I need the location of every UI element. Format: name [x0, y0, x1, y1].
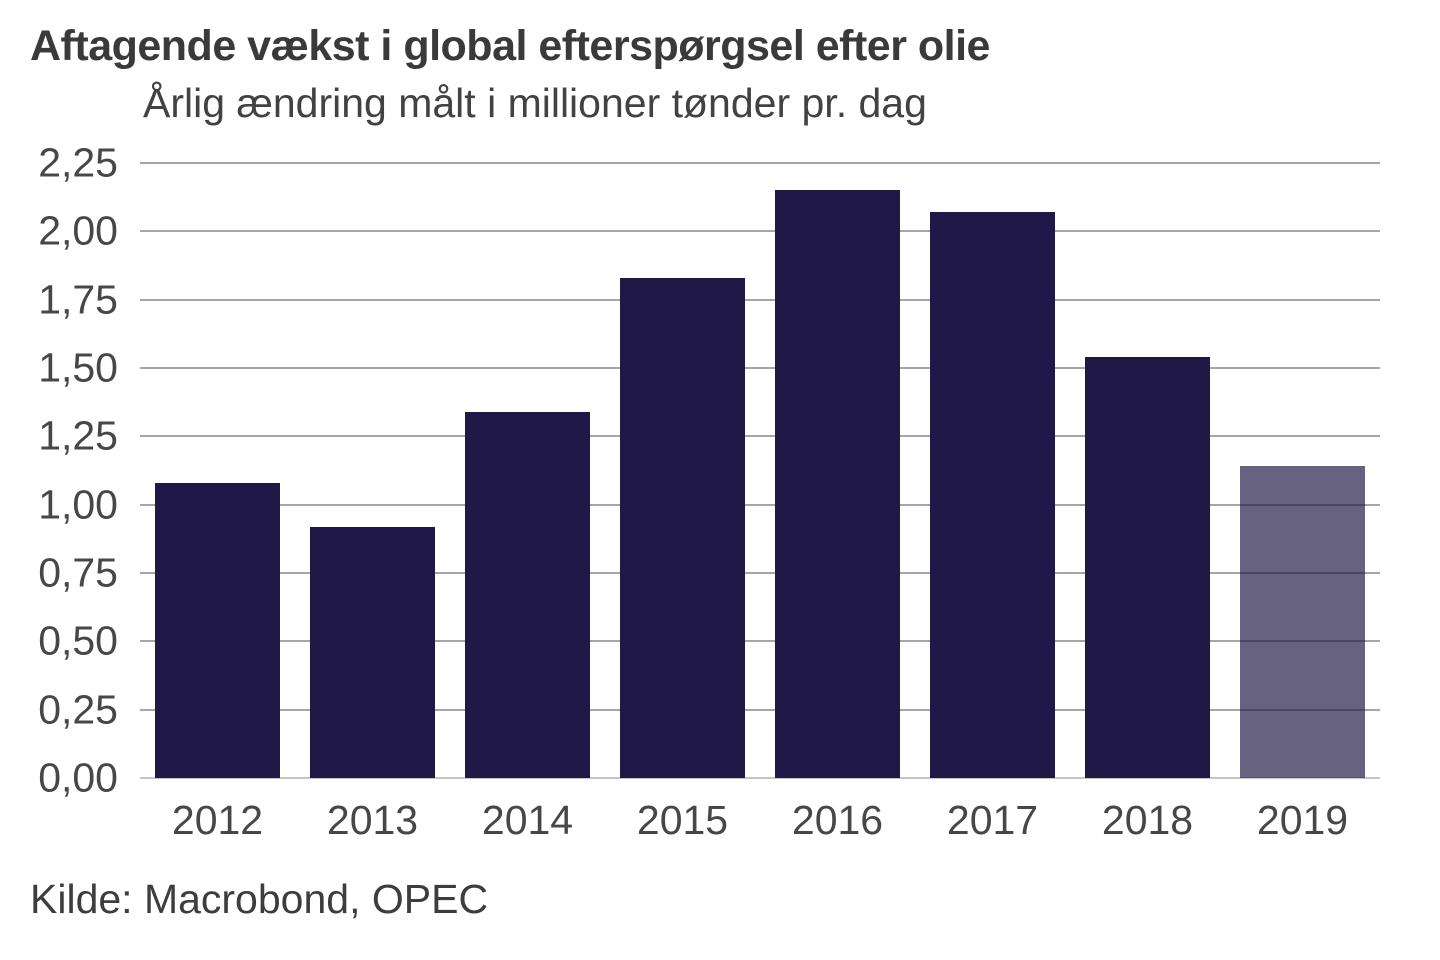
y-tick-label: 0,75 [38, 549, 118, 596]
gridline [140, 298, 1380, 301]
gridline [140, 708, 1380, 711]
x-tick-label-2015: 2015 [636, 797, 729, 843]
bar-2016 [775, 190, 900, 778]
y-axis: 0,00 0,25 0,50 0,75 1,00 1,25 1,50 1,75 2,00 2,25 [0, 142, 118, 798]
bar-2015 [620, 277, 745, 778]
x-tick-label-2016: 2016 [791, 797, 884, 843]
y-tick-label: 2,25 [38, 139, 118, 186]
gridline [140, 435, 1380, 438]
gridline [140, 640, 1380, 643]
gridline [140, 367, 1380, 369]
gridline [140, 503, 1380, 506]
chart-subtitle: Årlig ændring målt i millioner tønder pr… [143, 80, 927, 126]
bar-2017 [930, 212, 1055, 778]
bar-2013 [310, 526, 435, 778]
y-tick-label: 1,50 [38, 344, 118, 391]
x-tick-label-2017: 2017 [946, 797, 1039, 843]
bar-2014 [465, 411, 590, 778]
bar-2018 [1085, 357, 1210, 778]
x-tick-label-2014: 2014 [481, 797, 574, 843]
x-tick-label-2019: 2019 [1256, 797, 1349, 843]
x-axis-baseline [140, 777, 1380, 779]
source-caption: Kilde: Macrobond, OPEC [30, 876, 489, 922]
bar-2012 [155, 482, 280, 778]
bar-2019-forecast [1240, 466, 1365, 778]
y-tick-label: 0,00 [38, 754, 118, 801]
gridline [140, 230, 1380, 233]
y-tick-label: 1,25 [38, 412, 118, 459]
y-tick-label: 0,50 [38, 617, 118, 664]
x-axis: 2012 2013 2014 2015 2016 2017 2018 2019 [140, 800, 1380, 850]
plot-area [140, 162, 1380, 779]
chart-title: Aftagende vækst i global efterspørgsel e… [30, 22, 990, 70]
gridline [140, 572, 1380, 574]
y-tick-label: 1,00 [38, 481, 118, 528]
y-tick-label: 0,25 [38, 686, 118, 733]
y-tick-label: 2,00 [38, 207, 118, 254]
x-tick-label-2018: 2018 [1101, 797, 1194, 843]
x-tick-label-2012: 2012 [171, 797, 264, 843]
x-tick-label-2013: 2013 [326, 797, 419, 843]
y-tick-label: 1,75 [38, 276, 118, 323]
gridline [140, 162, 1380, 164]
